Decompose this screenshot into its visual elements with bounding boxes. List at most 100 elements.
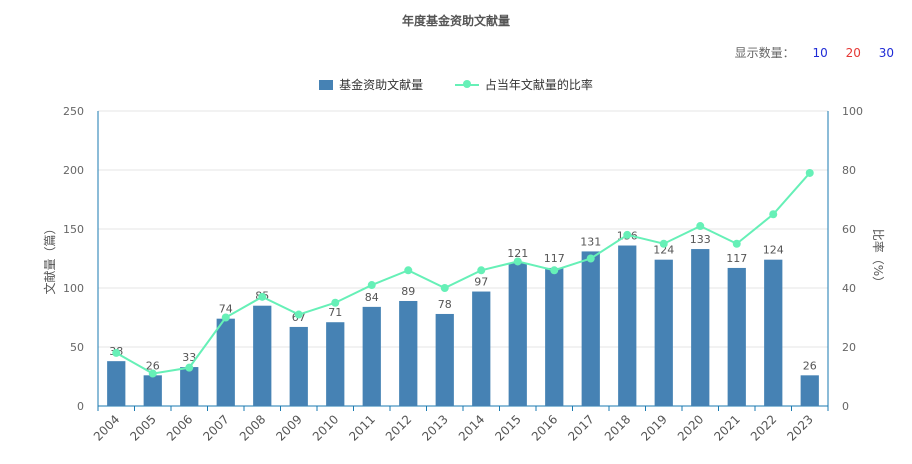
bar-value-label: 78 xyxy=(438,298,452,311)
y-left-tick-label: 50 xyxy=(70,341,84,354)
ratio-point xyxy=(258,292,267,301)
bar xyxy=(435,313,454,406)
ratio-point xyxy=(586,254,595,263)
bar xyxy=(253,305,272,406)
bar-value-label: 33 xyxy=(182,351,196,364)
y-left-tick-label: 250 xyxy=(63,105,84,118)
bar-value-label: 97 xyxy=(474,276,488,289)
y-left-tick-label: 0 xyxy=(77,400,84,413)
bar-value-label: 133 xyxy=(690,233,711,246)
chart-title: 年度基金资助文献量 xyxy=(401,14,510,28)
y-right-tick-label: 40 xyxy=(842,282,856,295)
bar-value-label: 124 xyxy=(763,244,784,257)
legend-bar-label: 基金资助文献量 xyxy=(339,78,424,92)
y-right-tick-label: 0 xyxy=(842,400,849,413)
x-tick-label: 2014 xyxy=(456,412,487,443)
bar-value-label: 71 xyxy=(328,306,342,319)
bar xyxy=(508,263,527,406)
x-tick-label: 2023 xyxy=(784,412,815,443)
bar-value-label: 131 xyxy=(580,235,601,248)
bar xyxy=(654,259,673,406)
count-option-10[interactable]: 10 xyxy=(812,46,828,60)
y-left-tick-label: 200 xyxy=(63,164,84,177)
count-option-20[interactable]: 20 xyxy=(845,46,861,60)
x-tick-label: 2013 xyxy=(419,412,450,443)
bar xyxy=(362,306,381,406)
y-right-axis-title: 比率（%） xyxy=(871,229,886,288)
bar-value-label: 121 xyxy=(507,247,528,260)
ratio-point xyxy=(732,239,741,248)
x-tick-label: 2004 xyxy=(91,412,122,443)
legend-line-swatch xyxy=(454,79,479,90)
bar-value-label: 124 xyxy=(653,244,674,257)
x-tick-label: 2015 xyxy=(492,412,523,443)
legend-item-bar[interactable]: 基金资助文献量 xyxy=(319,76,423,93)
y-right-tick-label: 20 xyxy=(842,341,856,354)
x-tick-label: 2007 xyxy=(200,412,231,443)
x-tick-label: 2011 xyxy=(346,412,377,443)
y-left-tick-label: 150 xyxy=(63,223,84,236)
x-tick-label: 2017 xyxy=(565,412,596,443)
x-tick-label: 2012 xyxy=(383,412,414,443)
x-tick-label: 2021 xyxy=(711,412,742,443)
x-tick-label: 2008 xyxy=(237,412,268,443)
x-tick-label: 2020 xyxy=(675,412,706,443)
bar xyxy=(216,318,235,406)
y-right-tick-label: 100 xyxy=(842,105,863,118)
bar xyxy=(143,375,162,406)
ratio-point xyxy=(112,348,121,357)
y-right-tick-label: 60 xyxy=(842,223,856,236)
ratio-point xyxy=(185,363,194,372)
bar-value-label: 84 xyxy=(365,291,379,304)
x-tick-label: 2016 xyxy=(529,412,560,443)
ratio-point xyxy=(550,266,559,275)
ratio-point xyxy=(440,284,449,292)
count-selector: 显示数量： 10 20 30 xyxy=(721,44,894,61)
bar xyxy=(764,259,783,406)
bar-value-label: 26 xyxy=(803,359,817,372)
bar xyxy=(180,367,199,406)
bar xyxy=(800,375,819,406)
y-left-tick-label: 100 xyxy=(63,282,84,295)
ratio-line xyxy=(115,172,811,375)
ratio-point xyxy=(294,310,303,319)
ratio-point xyxy=(623,230,632,239)
ratio-point xyxy=(805,168,814,177)
x-tick-label: 2006 xyxy=(164,412,195,443)
x-tick-label: 2010 xyxy=(310,412,341,443)
legend-bar-swatch xyxy=(319,79,334,90)
x-tick-label: 2009 xyxy=(273,412,304,443)
count-option-30[interactable]: 30 xyxy=(878,46,894,60)
bar xyxy=(107,361,126,406)
bar xyxy=(727,267,746,406)
x-tick-label: 2018 xyxy=(602,412,633,443)
bar xyxy=(326,322,345,406)
bar xyxy=(545,267,564,406)
bar xyxy=(618,245,637,406)
ratio-point xyxy=(404,266,413,275)
ratio-point xyxy=(367,281,376,290)
ratio-point xyxy=(696,222,705,231)
legend-line-label: 占当年文献量的比率 xyxy=(484,78,593,92)
y-left-axis-title: 文献量（篇） xyxy=(42,222,57,294)
bar-value-label: 26 xyxy=(146,359,160,372)
x-tick-label: 2022 xyxy=(748,412,779,443)
bar xyxy=(289,326,308,406)
bar xyxy=(581,251,600,406)
ratio-point xyxy=(659,239,668,248)
ratio-point xyxy=(221,313,230,322)
ratio-point xyxy=(148,369,157,378)
count-label: 显示数量： xyxy=(734,46,795,60)
bar-value-label: 117 xyxy=(544,252,565,265)
legend: 基金资助文献量 占当年文献量的比率 xyxy=(0,76,912,93)
bar-value-label: 74 xyxy=(219,303,233,316)
bar xyxy=(472,291,491,406)
legend-item-line[interactable]: 占当年文献量的比率 xyxy=(454,76,593,93)
bar-value-label: 89 xyxy=(401,285,415,298)
ratio-point xyxy=(769,210,778,219)
ratio-point xyxy=(513,257,522,266)
x-tick-label: 2019 xyxy=(638,412,669,443)
bar-value-label: 117 xyxy=(726,252,747,265)
